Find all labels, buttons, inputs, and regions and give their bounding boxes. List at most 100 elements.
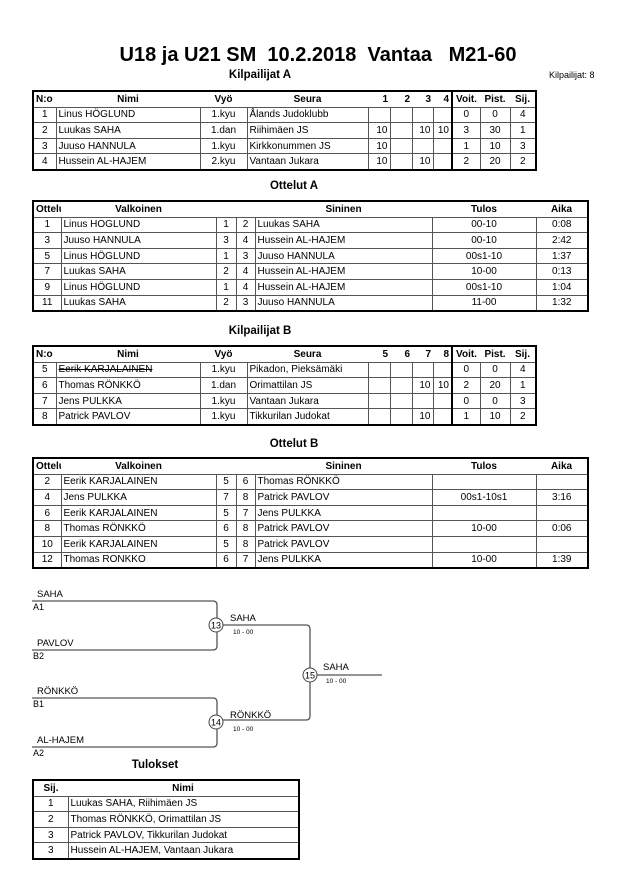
column-header: Sij. — [510, 91, 536, 108]
matches-a-title: Ottelut A — [269, 180, 319, 192]
table-row: 1 Luukas SAHA, Riihimäen JS — [32, 795, 300, 813]
competitor-name: Thomas RÖNKKÖ, Orimattilan JS — [67, 811, 300, 828]
column-header: Voit. — [451, 346, 480, 363]
pool-a-table: N:o Nimi Vyö Seura 1 2 3 4 Voit. Pist. Sij. 1 Linus … — [32, 90, 537, 171]
column-header: Tulos — [432, 458, 536, 475]
sf1-bottom-name: PAVLOV — [37, 638, 74, 649]
column-header: Tulos — [432, 201, 536, 218]
table-row: 2 Luukas SAHA 1.dan Riihimäen JS 10 10 10 3 30 1 — [32, 122, 537, 139]
header-row: N:o Nimi Vyö Seura 5 6 7 8 Voit. Pist. Sij. — [33, 346, 536, 363]
column-header: 3 — [412, 91, 433, 108]
results-table: Sij. Nimi 1 Luukas SAHA, Riihimäen JS 2 Thoma… — [32, 779, 300, 860]
match-circle-14 — [208, 714, 224, 730]
sf1-top-seed: A1 — [33, 602, 44, 612]
page-title: U18 ja U21 SM 10.2.2018 Vantaa M21-60 — [119, 44, 517, 66]
match-number-15: 15 — [305, 671, 315, 681]
table-row: 8 Patrick PAVLOV 1.kyu Tikkurilan Judokat 10… — [32, 408, 537, 426]
table-row: 2 Eerik KARJALAINEN 5 6 Thomas RÖNKKÖ — [32, 473, 589, 491]
match-circle-13 — [208, 617, 224, 633]
belt: 2.kyu — [199, 153, 248, 171]
white-competitor: Thomas RONKKO — [60, 551, 217, 569]
table-row: 3 Juuso HANNULA 3 4 Hussein AL-HAJEM 00-10 2:4… — [32, 232, 589, 249]
table-row: 7 Luukas SAHA 2 4 Hussein AL-HAJEM 10-00 0:13 — [32, 263, 589, 280]
column-header: Pist. — [480, 346, 510, 363]
column-header: Voit. — [451, 91, 480, 108]
matches-b-title: Ottelut B — [269, 438, 319, 450]
column-header: N:o — [33, 346, 56, 363]
column-header: Nimi — [68, 780, 299, 797]
pool-b-title: Kilpailijat B — [228, 325, 292, 337]
sf2-top-name: RÖNKKÖ — [37, 686, 78, 697]
time: 1:32 — [535, 294, 589, 312]
column-header: Sij. — [510, 346, 536, 363]
column-header: Vyö — [200, 346, 247, 363]
sf2-score: 10 - 00 — [233, 726, 254, 733]
column-header: N:o — [33, 91, 56, 108]
white-number: 6 — [215, 551, 237, 569]
table-row: 11 Luukas SAHA 2 3 Juuso HANNULA 11-00 1:32 — [32, 294, 589, 312]
sf2-bottom-name: AL-HAJEM — [37, 735, 84, 746]
competitor-name: Hussein AL-HAJEM, Vantaan Jukara — [67, 842, 300, 860]
table-row: 3 Patrick PAVLOV, Tikkurilan Judokat — [32, 826, 300, 844]
club: Tikkurilan Judokat — [246, 408, 369, 426]
table-row: 5 Eerik KARJALAINEN 1.kyu Pikadon, Pieksämä… — [32, 361, 537, 379]
sf2-top-seed: B1 — [33, 699, 44, 709]
column-header: 7 — [412, 346, 433, 363]
column-header: 4 — [433, 91, 452, 108]
column-header: 8 — [433, 346, 452, 363]
column-header: Ottelu — [33, 458, 61, 475]
column-header — [236, 458, 255, 475]
column-header: 6 — [390, 346, 412, 363]
match-number-13: 13 — [211, 621, 221, 631]
header-row: N:o Nimi Vyö Seura 1 2 3 4 Voit. Pist. Sij. — [33, 91, 536, 108]
table-row: 6 Eerik KARJALAINEN 5 7 Jens PULKKA — [32, 504, 589, 522]
place: 3 — [32, 826, 69, 844]
column-header: 5 — [368, 346, 390, 363]
column-header: Aika — [536, 201, 588, 218]
results-title: Tulokset — [131, 759, 179, 771]
column-header: Sininen — [255, 458, 432, 475]
matches-a-table: OtteluValkoinenSininenTulosAika1Linus HO… — [32, 200, 589, 313]
match-number-14: 14 — [211, 718, 221, 728]
table-row: 7 Jens PULKKA 1.kyu Vantaan Jukara 0 0 3 — [32, 392, 537, 410]
bracket-line-final — [223, 624, 311, 721]
place: 2 — [509, 153, 537, 171]
wins: 2 — [451, 153, 481, 171]
column-header — [216, 458, 236, 475]
column-header: Nimi — [56, 346, 200, 363]
table-row: 2 Thomas RÖNKKÖ, Orimattilan JS — [32, 811, 300, 828]
place: 1 — [32, 795, 69, 813]
competitor-name: Hussein AL-HAJEM — [55, 153, 201, 171]
column-header: Valkoinen — [61, 458, 216, 475]
club: Vantaan Jukara — [246, 153, 369, 171]
column-header: Aika — [536, 458, 588, 475]
match-circle-15 — [302, 667, 318, 683]
column-header — [236, 201, 255, 218]
column-header: Valkoinen — [61, 201, 216, 218]
pool-b-table: N:o Nimi Vyö Seura 5 6 7 8 Voit. Pist. Sij. 5 Eerik … — [32, 345, 537, 426]
place: 2 — [509, 408, 537, 426]
sf2-bottom-seed: A2 — [33, 748, 44, 758]
column-header: 2 — [390, 91, 412, 108]
competitor-name: Patrick PAVLOV — [55, 408, 201, 426]
sf1-bottom-seed: B2 — [33, 651, 44, 661]
sf2-winner: RÖNKKÖ — [230, 710, 271, 721]
column-header: Seura — [247, 346, 368, 363]
competitor-count: Kilpailijat: 8 — [549, 70, 595, 80]
place: 3 — [32, 842, 69, 860]
column-header: Sij. — [33, 780, 68, 797]
result: 11-00 — [431, 294, 537, 312]
final-winner: SAHA — [323, 662, 350, 673]
table-row: 3 Hussein AL-HAJEM, Vantaan Jukara — [32, 842, 300, 860]
header-row: Sij. Nimi — [33, 780, 299, 797]
column-header: Ottelu — [33, 201, 61, 218]
column-header: Seura — [247, 91, 368, 108]
time: 1:39 — [535, 551, 589, 569]
pool-a-title: Kilpailijat A — [228, 69, 292, 81]
table-row: 4 Hussein AL-HAJEM 2.kyu Vantaan Jukara 10 10… — [32, 153, 537, 171]
column-header: Nimi — [56, 91, 200, 108]
